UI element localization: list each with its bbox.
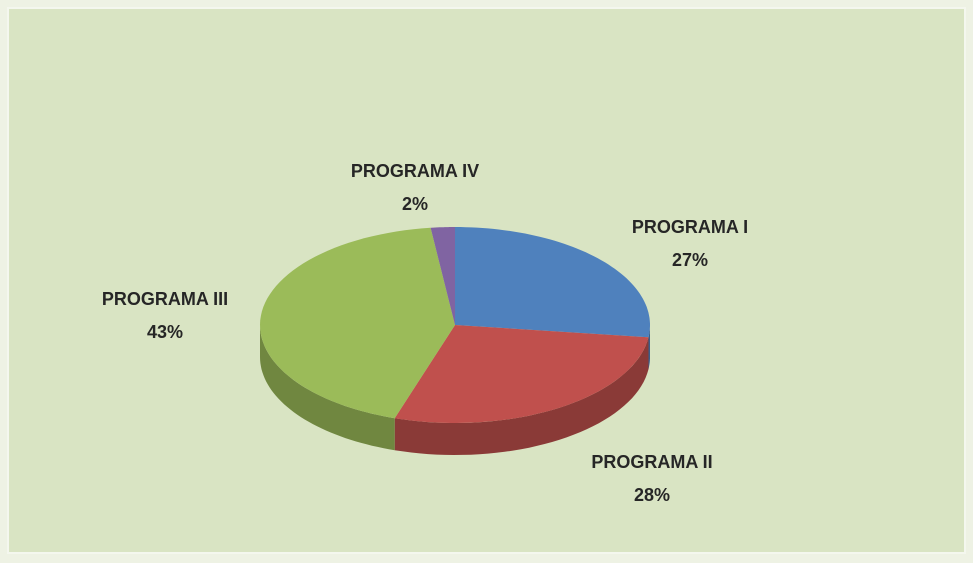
value-label: 2% [402,194,428,214]
slice [430,227,455,325]
category-label: PROGRAMA II [591,452,712,472]
value-label: 28% [634,485,670,505]
category-label: PROGRAMA III [102,289,228,309]
pie [260,227,650,455]
slice [260,227,455,419]
slice-side [394,337,649,455]
slice [455,227,650,338]
slice-side [260,325,395,451]
slice [394,325,649,423]
value-label: 27% [672,250,708,270]
slice-side [648,325,650,370]
category-label: PROGRAMA IV [351,161,479,181]
labels: PROGRAMA I 27% PROGRAMA II 28% PROGRAMA III 4… [102,161,748,505]
category-label: PROGRAMA I [632,217,748,237]
value-label: 43% [147,322,183,342]
